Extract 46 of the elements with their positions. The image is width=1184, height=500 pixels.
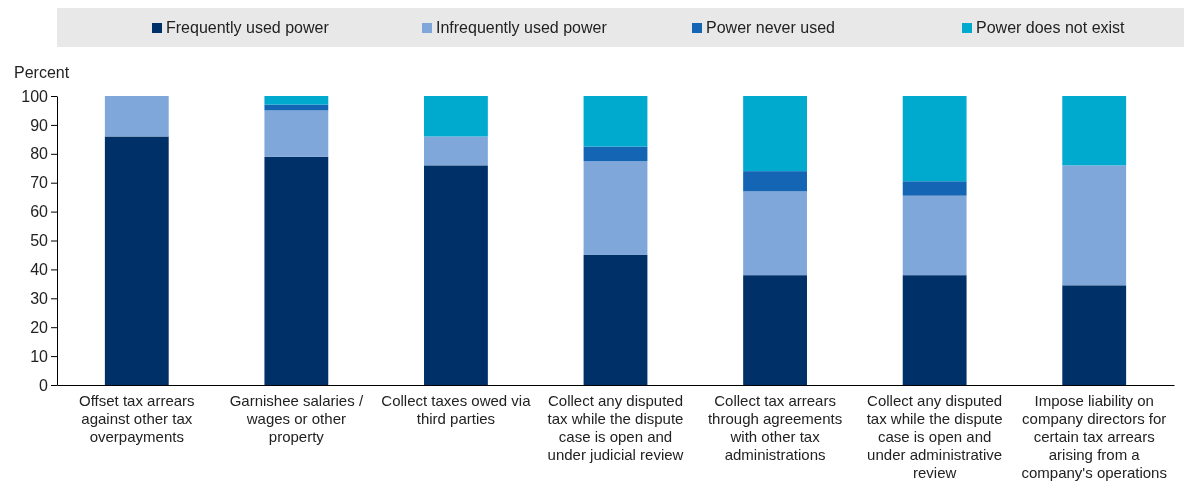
y-tick-label: 60 [30,203,49,221]
y-tick-label: 50 [30,232,49,250]
x-tick-label: Collect any disputed tax while the dispute case is open and under judicial review [547,391,684,463]
y-tick-label: 100 [21,87,49,105]
bar [743,96,807,172]
y-tick-label: 90 [30,116,49,134]
bar [1062,165,1127,286]
x-tick-label: Collect taxes owed via third parties [381,391,532,427]
bar [902,275,967,385]
bar [902,195,967,276]
bar [902,181,967,196]
legend-label: Power does not exist [976,19,1126,36]
bar [583,161,648,255]
x-tick-label: Collect any disputed tax while the dispute case is open and under administrative review [866,391,1003,481]
x-tick-label: Impose liability on company directors for certain tax arrears arising from a company's operations [1021,391,1167,481]
y-tick-label: 70 [30,174,49,192]
bar [1062,285,1127,385]
y-tick-label: 30 [30,289,49,307]
bar [583,96,648,147]
bar [424,165,488,385]
bar [264,96,329,105]
legend-label: Power never used [706,19,835,36]
bar [104,136,169,385]
bar [424,136,488,166]
y-tick-label: 80 [30,145,49,163]
legend-label: Infrequently used power [436,19,608,36]
y-tick-label: 0 [39,376,49,394]
bar [1062,96,1127,166]
bar [104,96,169,137]
x-tick-label: Garnishee salaries / wages or other property [229,391,364,445]
bar [264,110,329,157]
y-tick-label: 20 [30,318,49,336]
y-tick-label: 40 [30,261,49,279]
bar [264,156,329,385]
bar [743,171,807,192]
bar [743,191,807,276]
bar [424,96,488,137]
x-tick-label: Collect tax arrears through agreements with other tax administrations [707,391,843,463]
bar [583,254,648,385]
y-axis-title: Percent [14,64,70,81]
bar [743,275,807,385]
bar [583,146,648,162]
bar [902,96,967,182]
legend-label: Frequently used power [166,19,330,36]
y-tick-label: 10 [30,347,49,365]
x-tick-label: Offset tax arrears against other tax overpayments [78,391,195,445]
